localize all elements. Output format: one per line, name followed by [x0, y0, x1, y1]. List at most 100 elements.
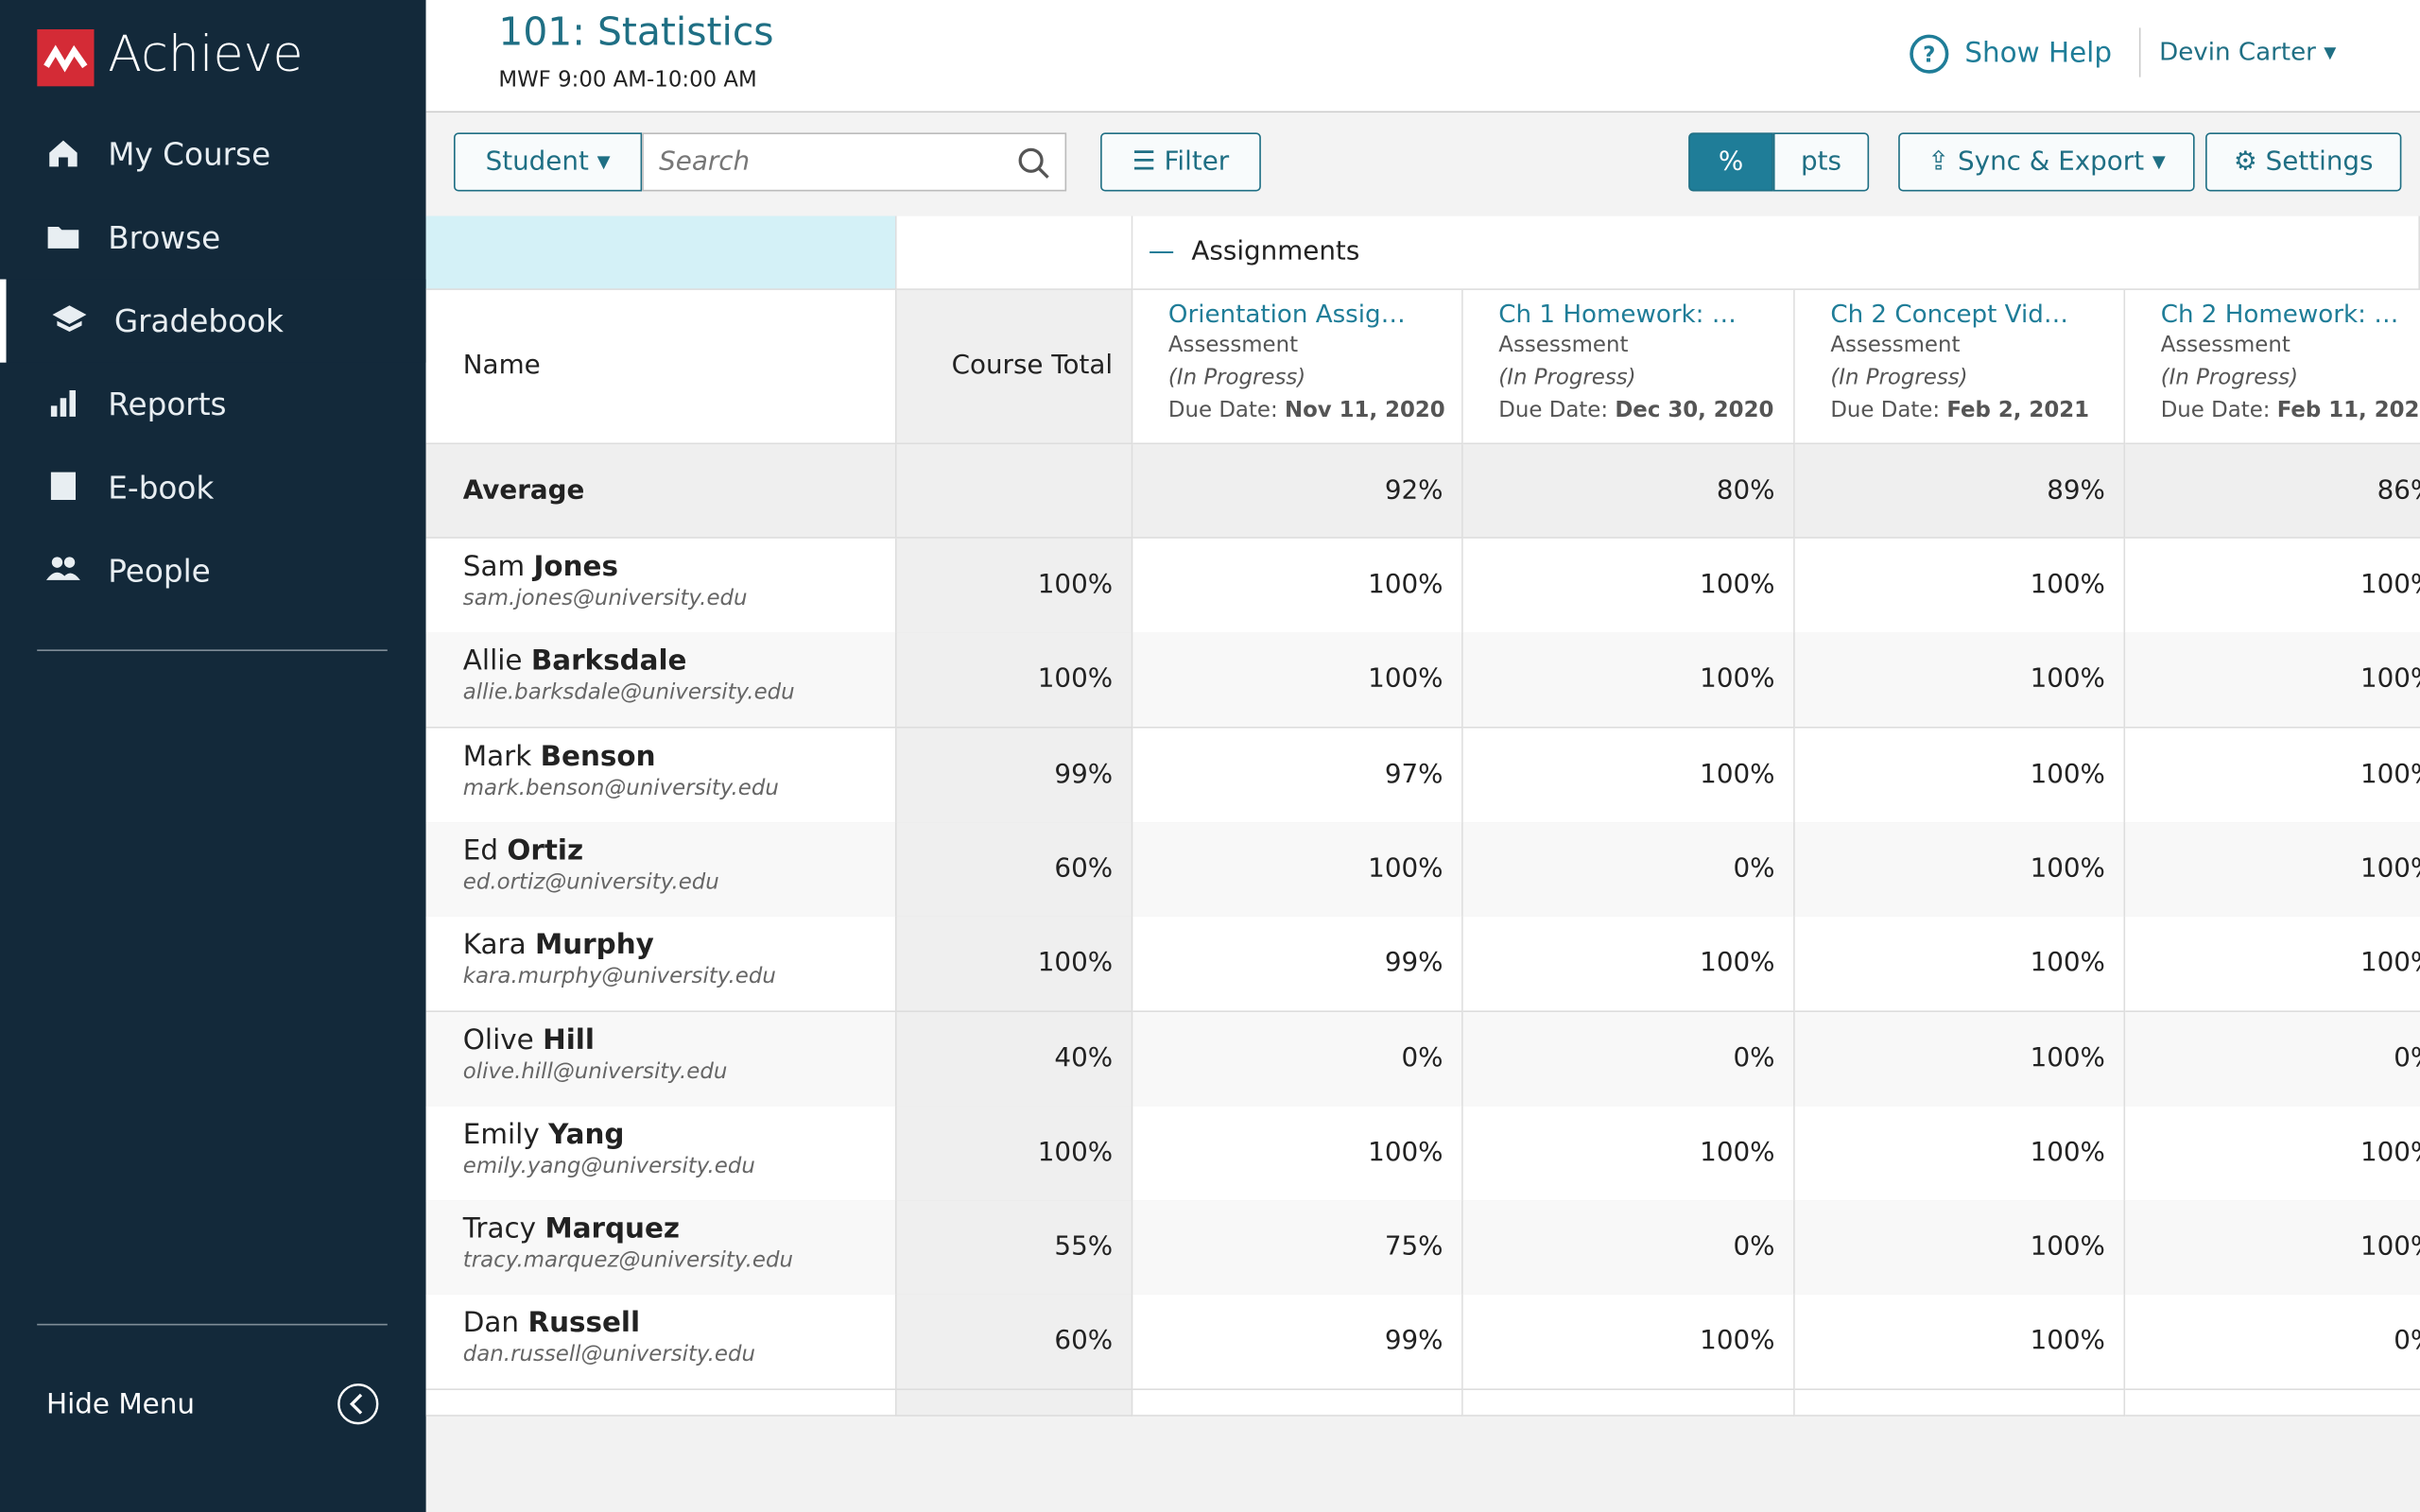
score-text[interactable]: 0% — [1401, 1041, 1443, 1074]
score-text[interactable]: 100% — [2030, 663, 2105, 696]
nav-item[interactable]: E-book — [0, 446, 426, 529]
table-tail — [1794, 1389, 2126, 1417]
score-text[interactable]: 100% — [2030, 1326, 2105, 1357]
student-name[interactable]: Tracy Marquez — [463, 1212, 895, 1245]
score-cell: 100% — [1462, 917, 1795, 1013]
due-value: Feb 2, 2021 — [1946, 398, 2090, 423]
due-label: Due Date: — [1167, 398, 1278, 423]
hide-menu-icon[interactable] — [337, 1383, 380, 1426]
nav-item[interactable]: Gradebook — [0, 279, 433, 363]
course-title: 101: Statistics — [498, 9, 774, 55]
percent-toggle[interactable]: % — [1688, 132, 1773, 192]
logo: Achieve — [108, 25, 303, 84]
score-text[interactable]: 0% — [1733, 1041, 1775, 1074]
help-icon[interactable]: ? — [1910, 34, 1949, 74]
score-text: 100% — [1037, 569, 1114, 601]
show-help[interactable]: Show Help — [1964, 37, 2113, 70]
student-name-cell: Dan Russell dan.russell@university.edu — [425, 1295, 897, 1391]
assignment-title[interactable]: Ch 2 Homework: S… — [2160, 299, 2408, 329]
score-text[interactable]: 100% — [1700, 947, 1775, 979]
score-text[interactable]: 0% — [1733, 852, 1775, 885]
filter-button[interactable]: ☰ Filter — [1100, 132, 1261, 192]
score-cell: 0% — [1132, 1011, 1463, 1108]
settings-button[interactable]: ⚙ Settings — [2205, 132, 2402, 192]
score-text[interactable]: 75% — [1384, 1231, 1443, 1263]
last-name: Russell — [527, 1307, 641, 1340]
score-text[interactable]: 0% — [2394, 1326, 2420, 1357]
score-text[interactable]: 100% — [2030, 852, 2105, 885]
score-cell: 100% — [1794, 1011, 2126, 1108]
student-name[interactable]: Sam Jones — [463, 551, 895, 583]
student-name[interactable]: Ed Ortiz — [463, 834, 895, 867]
score-text[interactable]: 100% — [1368, 1136, 1443, 1168]
score-text[interactable]: 100% — [1700, 1326, 1775, 1357]
score-text[interactable]: 100% — [2030, 1041, 2105, 1074]
assignment-title[interactable]: Ch 2 Concept Vide… — [1830, 299, 2078, 329]
hide-menu[interactable]: Hide Menu — [45, 1388, 196, 1421]
score-text[interactable]: 97% — [1384, 758, 1443, 790]
score-text[interactable]: 100% — [1700, 663, 1775, 696]
score-text[interactable]: 100% — [2360, 569, 2420, 601]
student-email: sam.jones@university.edu — [462, 586, 748, 611]
student-name[interactable]: Olive Hill — [463, 1023, 895, 1056]
search-box[interactable]: Search — [642, 132, 1067, 192]
student-name[interactable]: Dan Russell — [463, 1307, 895, 1339]
user-menu[interactable]: Devin Carter ▾ — [2159, 37, 2337, 67]
score-text[interactable]: 100% — [2030, 569, 2105, 601]
score-text[interactable]: 99% — [1384, 1326, 1443, 1357]
first-name: Tracy — [462, 1212, 537, 1246]
student-name[interactable]: Mark Benson — [463, 740, 895, 772]
course-total: 100% — [896, 917, 1133, 1013]
assignment-type: Assessment — [1167, 333, 1299, 358]
score-text[interactable]: 100% — [2030, 758, 2105, 790]
score-text[interactable]: 100% — [2360, 663, 2420, 696]
score-text[interactable]: 100% — [1700, 758, 1775, 790]
score-text[interactable]: 100% — [2030, 1136, 2105, 1168]
score-text[interactable]: 100% — [1700, 1136, 1775, 1168]
assignment-title[interactable]: Ch 1 Homework: … — [1498, 299, 1737, 329]
nav-item[interactable]: Browse — [0, 196, 426, 279]
score-text[interactable]: 100% — [1368, 569, 1443, 601]
score-text[interactable]: 100% — [1368, 852, 1443, 885]
assignment-status: (In Progress) — [1498, 365, 1636, 391]
score-text[interactable]: 100% — [2360, 1136, 2420, 1168]
average-total — [896, 444, 1133, 539]
nav-item[interactable]: People — [0, 529, 426, 612]
first-name: Ed — [462, 834, 499, 868]
score-text[interactable]: 100% — [2030, 947, 2105, 979]
percent-label: % — [1718, 146, 1744, 178]
score-cell: 100% — [2125, 1200, 2420, 1297]
score-text[interactable]: 0% — [2394, 1041, 2420, 1074]
points-toggle[interactable]: pts — [1772, 132, 1870, 192]
score-text[interactable]: 100% — [1368, 663, 1443, 696]
student-email: mark.benson@university.edu — [462, 775, 779, 800]
score-text[interactable]: 100% — [2360, 1231, 2420, 1263]
score-text: 80% — [1716, 474, 1775, 507]
collapse-icon[interactable]: — — [1148, 235, 1175, 267]
score-cell: 100% — [1132, 632, 1463, 730]
nav-item[interactable]: My Course — [0, 112, 426, 196]
score-cell: 100% — [1462, 727, 1795, 824]
student-email: ed.ortiz@university.edu — [462, 869, 719, 895]
score-cell: 100% — [1794, 1106, 2126, 1202]
score-text[interactable]: 0% — [1733, 1231, 1775, 1263]
score-text[interactable]: 100% — [2360, 852, 2420, 885]
score-text[interactable]: 100% — [2030, 1231, 2105, 1263]
table-tail — [2125, 1389, 2420, 1417]
score-text[interactable]: 100% — [1700, 569, 1775, 601]
score-text[interactable]: 100% — [2360, 758, 2420, 790]
assignment-title[interactable]: Orientation Assign… — [1167, 299, 1416, 329]
score-cell: 0% — [1462, 1011, 1795, 1108]
course-total: 99% — [896, 727, 1133, 824]
search-icon — [1018, 147, 1049, 179]
student-name[interactable]: Emily Yang — [463, 1118, 895, 1150]
nav-item[interactable]: Reports — [0, 363, 426, 446]
student-dropdown[interactable]: Student ▾ — [453, 132, 643, 192]
due-value: Feb 11, 2021 — [2276, 398, 2420, 423]
score-cell: 100% — [1462, 1106, 1795, 1202]
student-name[interactable]: Kara Murphy — [463, 929, 895, 961]
sync-export-button[interactable]: ⇪ Sync & Export ▾ — [1898, 132, 2195, 192]
student-name[interactable]: Allie Barksdale — [463, 645, 895, 678]
score-text[interactable]: 99% — [1384, 947, 1443, 979]
score-text[interactable]: 100% — [2360, 947, 2420, 979]
